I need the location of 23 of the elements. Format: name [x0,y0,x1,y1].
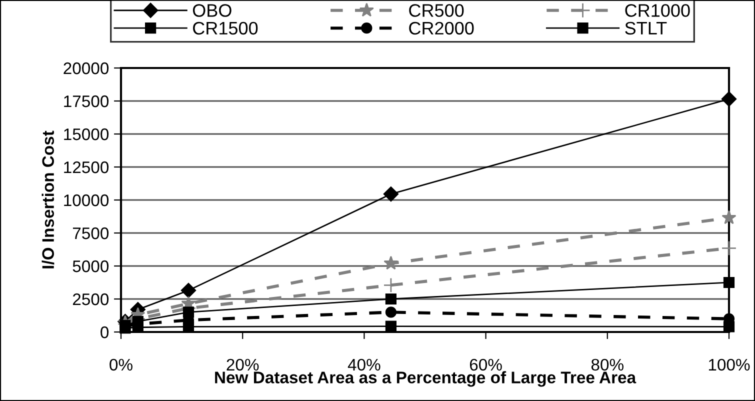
legend-label: CR1000 [625,4,690,17]
x-tick-label: 60% [470,358,502,371]
x-tick-label: 100% [708,358,750,371]
legend-label: CR2000 [409,22,474,35]
legend-label: STLT [625,22,667,35]
y-tick-label: 15000 [64,128,109,140]
legend-label: CR500 [409,4,464,17]
y-tick-label: 5000 [72,260,109,272]
legend-label: OBO [192,4,232,17]
x-axis-title: New Dataset Area as a Percentage of Large Tree Area [215,371,636,387]
y-axis-title: I/O Insertion Cost [42,130,54,268]
x-tick-label: 20% [226,358,259,371]
y-tick-label: 12500 [64,161,109,174]
y-tick-label: 7500 [72,227,109,240]
legend-label: CR1500 [193,22,258,35]
y-tick-label: 20000 [64,62,109,74]
y-tick-label: 17500 [64,95,109,108]
y-tick-label: 2500 [72,293,109,306]
y-tick-label: 0 [100,326,109,338]
x-tick-label: 0% [110,358,132,371]
x-tick-label: 40% [348,358,380,371]
x-tick-label: 80% [591,358,624,371]
y-tick-label: 10000 [64,194,109,206]
